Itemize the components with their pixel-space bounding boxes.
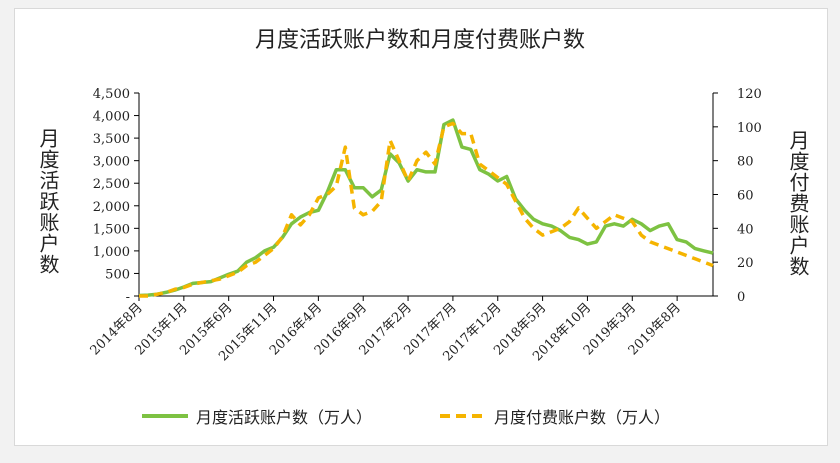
y-right-tick-label: 80 [737,155,754,170]
y-right-tick-label: 100 [737,121,762,136]
y-left-tick-label: - [126,290,130,305]
y-axis-right-title: 月度付费账户数 [786,130,810,277]
chart-title: 月度活跃账户数和月度付费账户数 [254,28,585,53]
y-left-tick-label: 4,500 [93,87,130,102]
y-left-tick-label: 4,000 [93,110,130,125]
legend-item-paid: 月度付费账户数（万人） [440,404,670,428]
y-left-tick-label: 1,500 [93,222,130,237]
y-right-tick-label: 0 [737,290,745,305]
y-right-tick-label: 20 [737,256,754,271]
series-line-paid-accounts [139,121,714,298]
legend: 月度活跃账户数（万人） 月度付费账户数（万人） [0,404,840,430]
y-right-tick-label: 40 [737,222,754,237]
y-left-tick-label: 1,000 [93,245,130,260]
y-left-tick-label: 3,000 [93,155,130,170]
y-left-tick-label: 3,500 [93,132,130,147]
chart-frame [14,8,828,446]
legend-label-active: 月度活跃账户数（万人） [196,408,373,427]
y-right-tick-label: 120 [737,87,762,102]
legend-item-active: 月度活跃账户数（万人） [142,404,372,428]
legend-label-paid: 月度付费账户数（万人） [494,408,671,427]
y-right-tick-label: 60 [737,189,754,204]
y-left-tick-label: 2,000 [93,200,130,215]
y-left-tick-label: 500 [105,267,130,282]
legend-swatch-active [142,414,188,418]
legend-swatch-paid [440,414,486,418]
y-left-tick-label: 2,500 [93,177,130,192]
y-axis-left-title: 月度活跃账户数 [36,128,60,275]
series-line-active-accounts [138,118,714,298]
